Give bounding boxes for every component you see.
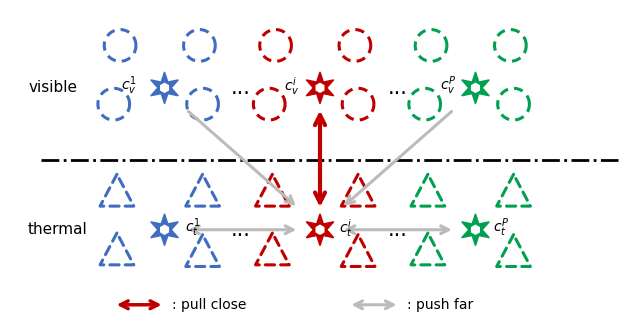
- Polygon shape: [461, 72, 489, 104]
- Text: visible: visible: [28, 80, 77, 95]
- Text: $c_t^{i}$: $c_t^{i}$: [339, 217, 353, 239]
- Text: $c_v^{1}$: $c_v^{1}$: [121, 75, 136, 97]
- Polygon shape: [151, 72, 179, 104]
- Polygon shape: [472, 225, 479, 234]
- Text: ...: ...: [231, 78, 251, 98]
- Text: ...: ...: [387, 78, 407, 98]
- Polygon shape: [151, 214, 179, 246]
- Polygon shape: [307, 214, 333, 246]
- Text: thermal: thermal: [28, 222, 88, 237]
- Polygon shape: [316, 225, 324, 234]
- Polygon shape: [316, 83, 324, 92]
- Text: : push far: : push far: [407, 298, 474, 312]
- Text: $c_t^{P}$: $c_t^{P}$: [493, 216, 509, 239]
- Text: $c_v^{i}$: $c_v^{i}$: [284, 75, 300, 97]
- Text: : pull close: : pull close: [172, 298, 247, 312]
- Text: ...: ...: [231, 220, 251, 240]
- Polygon shape: [161, 225, 168, 234]
- Text: $c_t^{1}$: $c_t^{1}$: [184, 216, 200, 239]
- Polygon shape: [307, 72, 333, 104]
- Text: $c_v^{P}$: $c_v^{P}$: [440, 75, 456, 97]
- Polygon shape: [461, 214, 489, 246]
- Text: ...: ...: [387, 220, 407, 240]
- Polygon shape: [472, 83, 479, 92]
- Polygon shape: [161, 83, 168, 92]
